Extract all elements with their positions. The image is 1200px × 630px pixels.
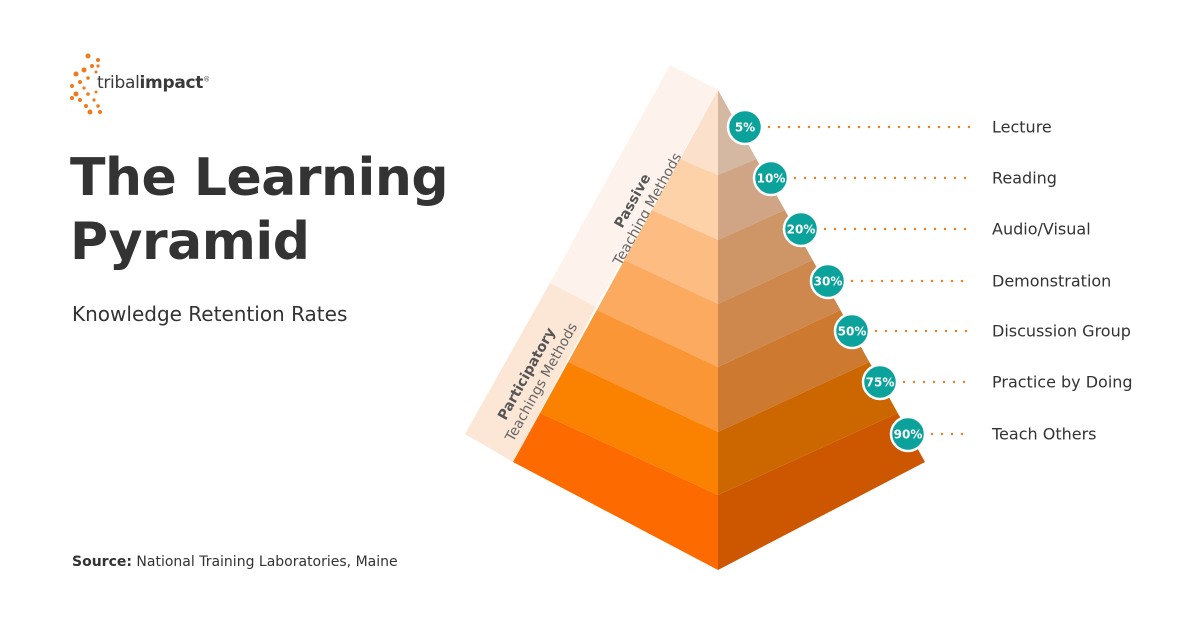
page-title: The Learning Pyramid	[70, 148, 449, 272]
retention-rate: 10%	[757, 172, 786, 186]
retention-rate: 90%	[894, 428, 923, 442]
pyramid-layer-right-face	[718, 362, 898, 495]
retention-badge	[809, 262, 847, 300]
logo-dot	[84, 104, 88, 108]
retention-badge	[782, 210, 820, 248]
participatory-band	[465, 283, 596, 462]
logo-dot	[96, 64, 100, 68]
level-label: Reading	[992, 168, 1057, 188]
tribalimpact-logo-icon	[70, 53, 102, 115]
logo-dot	[87, 109, 93, 115]
level-label: Teach Others	[992, 424, 1097, 444]
level-label: Practice by Doing	[992, 372, 1133, 392]
level-label: Discussion Group	[992, 321, 1131, 341]
logo-dot	[70, 84, 74, 88]
page-subtitle: Knowledge Retention Rates	[72, 302, 348, 326]
retention-rate: 75%	[866, 376, 895, 390]
passive-band	[550, 65, 718, 307]
logo-dot	[96, 58, 100, 62]
pyramid-layer-right-face	[718, 310, 870, 432]
retention-badge	[833, 312, 871, 350]
logo-dot	[96, 104, 100, 108]
retention-rate: 20%	[787, 223, 816, 237]
pyramid-layer-left-face	[540, 362, 718, 495]
logo-dot	[98, 110, 102, 114]
pyramid-layer-left-face	[513, 413, 718, 570]
logo-dot	[90, 64, 94, 68]
retention-rate: 30%	[814, 275, 843, 289]
pyramid-layer-right-face	[718, 159, 785, 240]
logo-dot	[92, 98, 96, 102]
retention-badge	[726, 108, 764, 146]
retention-rate: 5%	[735, 121, 755, 135]
pyramid-layer-right-face	[718, 413, 925, 570]
logo-dot	[78, 98, 82, 102]
logo-dot	[73, 71, 79, 77]
pyramid-layer-left-face	[651, 159, 718, 240]
level-label: Audio/Visual	[992, 219, 1091, 239]
pyramid-layer-left-face	[568, 310, 718, 432]
logo-dot	[81, 67, 87, 73]
logo-dot	[94, 70, 98, 74]
logo-dot	[70, 96, 74, 100]
logo-dot	[85, 53, 91, 59]
retention-rate: 50%	[838, 325, 867, 339]
pyramid-layer-left-face	[596, 260, 718, 367]
logo-dot	[86, 76, 90, 80]
pyramid-layer-right-face	[718, 260, 841, 367]
logo-dot	[78, 80, 82, 84]
pyramid-layer-left-face	[679, 90, 718, 175]
logo-dot	[86, 92, 90, 96]
logo-dot	[73, 91, 79, 97]
pyramid-layer-left-face	[624, 210, 718, 304]
retention-badge	[861, 363, 899, 401]
retention-badge	[889, 415, 927, 453]
level-label: Lecture	[992, 117, 1052, 137]
logo-dot	[94, 90, 98, 94]
logo-dot	[82, 86, 86, 90]
source-note: Source: National Training Laboratories, …	[72, 554, 398, 570]
level-label: Demonstration	[992, 271, 1112, 291]
retention-badge	[752, 159, 790, 197]
logo-text: tribalimpact®	[97, 73, 210, 93]
